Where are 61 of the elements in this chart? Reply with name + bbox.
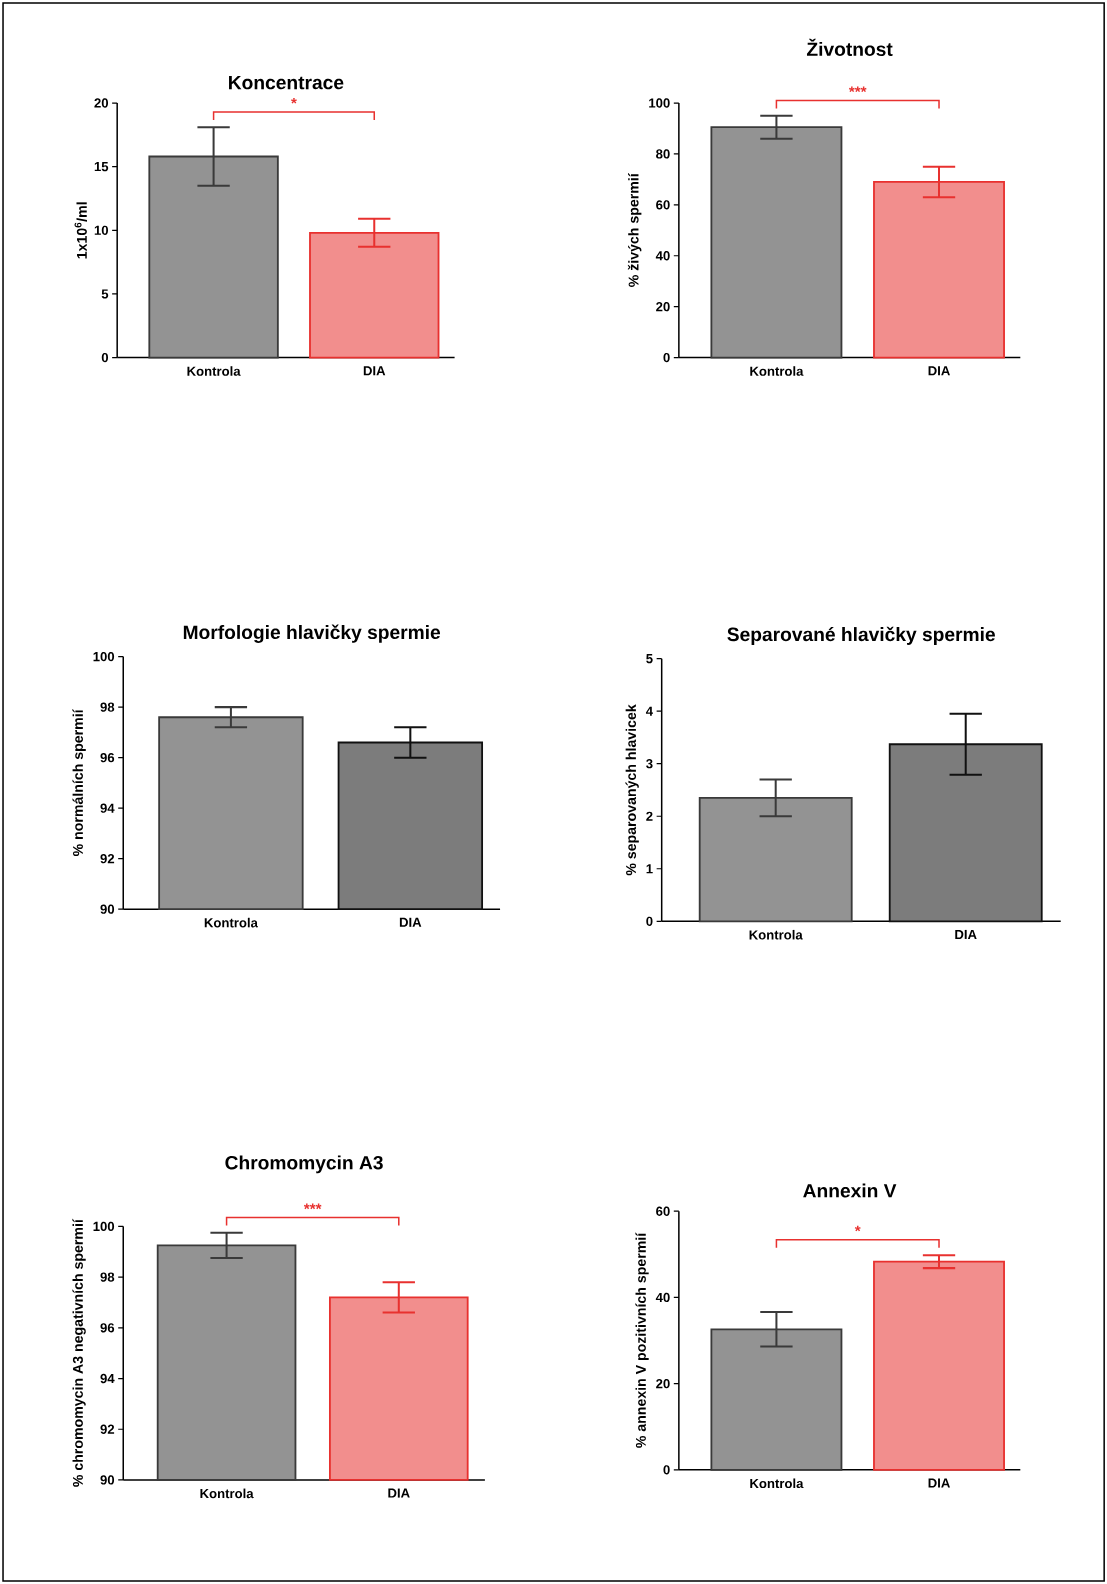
y-tick-label: 96 xyxy=(100,752,115,763)
x-tick-label: DIA xyxy=(928,1478,950,1488)
y-tick-label: 4 xyxy=(645,706,653,716)
y-tick-label: 0 xyxy=(101,352,108,363)
x-tick-label: DIA xyxy=(388,1488,410,1498)
y-tick-label: 100 xyxy=(93,1221,114,1232)
x-tick-label: Kontrola xyxy=(749,929,803,940)
x-tick-label: Kontrola xyxy=(187,366,241,376)
x-tick-label: Kontrola xyxy=(200,1488,254,1499)
y-tick-label: 20 xyxy=(656,1378,670,1389)
y-tick-label: 40 xyxy=(655,1292,670,1303)
y-tick-label: 5 xyxy=(101,289,109,299)
chart-title: Chromomycin A3 xyxy=(225,1155,383,1174)
text: *** xyxy=(848,86,867,93)
y-tick-label: 10 xyxy=(94,225,108,235)
y-tick-label: 20 xyxy=(656,302,670,312)
x-tick-label: DIA xyxy=(399,917,422,927)
y-tick-label: 0 xyxy=(663,352,670,363)
y-tick-label: 1 xyxy=(646,864,653,874)
y-axis-title: 1x10$^{6}$/ml xyxy=(74,202,87,259)
annotation: * xyxy=(854,1225,861,1232)
x-tick-label: DIA xyxy=(363,366,386,376)
y-tick-label: 98 xyxy=(100,1272,115,1282)
y-axis-title: % separovaných hlavicek xyxy=(625,704,639,876)
y-tick-label: 0 xyxy=(646,916,653,926)
y-tick-label: 2 xyxy=(646,811,653,821)
y-axis-title: % normálních spermií xyxy=(72,709,86,857)
x-tick-label: DIA xyxy=(955,929,977,939)
y-tick-label: 60 xyxy=(656,200,670,210)
y-tick-label: 92 xyxy=(100,1424,115,1434)
y-axis-title: % chromomycin A3 negativních spermií xyxy=(72,1218,86,1487)
y-tick-label: 100 xyxy=(93,651,114,662)
chart-title: Koncentrace xyxy=(228,75,344,90)
x-tick-label: DIA xyxy=(928,366,950,376)
chart-title: Životnost xyxy=(806,38,893,57)
y-tick-label: 94 xyxy=(100,1373,115,1384)
y-tick-label: 80 xyxy=(655,149,670,159)
y-tick-label: 100 xyxy=(649,98,670,108)
text: *** xyxy=(303,1203,322,1210)
y-tick-label: 40 xyxy=(655,251,670,261)
y-tick-label: 60 xyxy=(656,1206,670,1216)
y-tick-label: 0 xyxy=(663,1465,670,1475)
y-tick-label: 98 xyxy=(100,702,115,712)
chart-title: Separované hlavičky spermie xyxy=(727,626,995,645)
x-tick-label: Kontrola xyxy=(204,917,258,928)
y-tick-label: 15 xyxy=(94,162,109,172)
x-tick-label: Kontrola xyxy=(750,1478,804,1489)
y-tick-label: 90 xyxy=(100,1475,114,1485)
y-tick-label: 96 xyxy=(100,1323,115,1333)
y-axis-title: % annexin V pozitivních spermií xyxy=(635,1232,649,1448)
y-tick-label: 3 xyxy=(645,759,653,769)
chart-title: Annexin V xyxy=(803,1183,897,1198)
y-tick-label: 20 xyxy=(94,98,108,108)
annotation: * xyxy=(290,97,297,104)
y-tick-label: 90 xyxy=(100,904,114,914)
y-tick-label: 92 xyxy=(100,854,115,864)
y-tick-label: 94 xyxy=(100,803,115,813)
y-tick-label: 5 xyxy=(646,654,653,664)
x-tick-label: Kontrola xyxy=(750,366,804,376)
y-axis-title: % živých spermií xyxy=(627,172,642,287)
chart-title: Morfologie hlavičky spermie xyxy=(183,624,440,643)
